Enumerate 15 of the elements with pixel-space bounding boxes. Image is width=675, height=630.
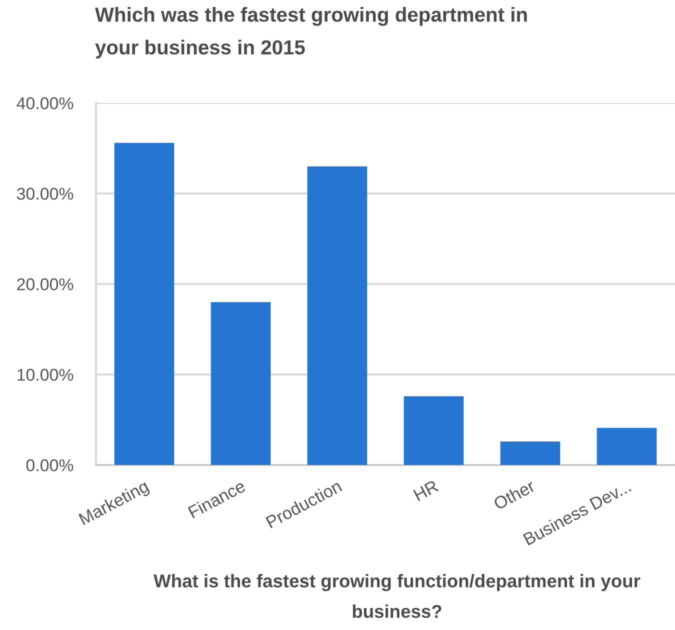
bar — [210, 302, 271, 465]
x-tick-label: Other — [492, 479, 536, 510]
y-tick-label: 0.00% — [26, 459, 74, 472]
bar — [404, 396, 464, 465]
y-tick-label: 40.00% — [16, 97, 74, 110]
y-tick-label: 10.00% — [18, 368, 74, 381]
y-tick-label: 20.00% — [17, 278, 74, 290]
bar — [307, 166, 368, 465]
x-tick-label: HR — [413, 480, 439, 502]
bar — [596, 428, 657, 465]
x-axis-title: What is the fastest growing function/department in your business? — [154, 574, 640, 618]
chart-title: Which was the fastest growing department in your business in 2015 — [95, 7, 527, 58]
bar — [500, 441, 560, 465]
bar — [114, 142, 174, 465]
y-tick-label: 30.00% — [16, 188, 74, 200]
